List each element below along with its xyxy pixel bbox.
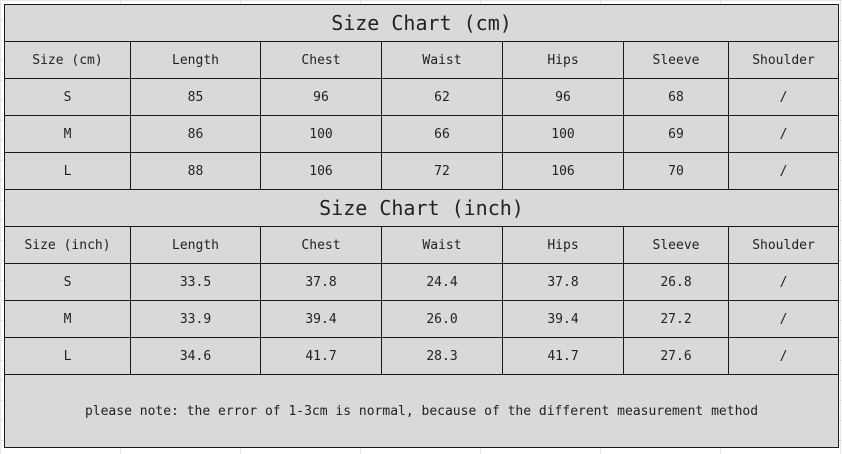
table-cell[interactable]: 106 [260,152,382,190]
table-cell[interactable]: S [4,263,131,301]
table-cell[interactable]: / [728,152,839,190]
table-cell[interactable]: 33.9 [130,300,261,338]
table-cell[interactable]: 39.4 [260,300,382,338]
table-cell[interactable]: L [4,337,131,375]
inch-table-title-row: Size Chart (inch) [4,189,839,227]
measurement-note[interactable]: please note: the error of 1-3cm is norma… [4,374,839,448]
header-cell[interactable]: Size (inch) [4,226,131,264]
table-cell[interactable]: L [4,152,131,190]
table-cell[interactable]: 86 [130,115,261,153]
header-cell[interactable]: Hips [502,41,624,79]
table-cell[interactable]: 100 [260,115,382,153]
inch-table-title[interactable]: Size Chart (inch) [4,189,839,227]
table-cell[interactable]: 24.4 [381,263,503,301]
table-cell[interactable]: 41.7 [502,337,624,375]
table-cell[interactable]: 88 [130,152,261,190]
header-cell[interactable]: Sleeve [623,41,729,79]
table-cell[interactable]: 100 [502,115,624,153]
header-cell[interactable]: Chest [260,226,382,264]
table-cell[interactable]: 39.4 [502,300,624,338]
table-cell[interactable]: 27.2 [623,300,729,338]
size-chart-table: Size Chart (cm) Size (cm) Length Chest Waist… [4,4,839,448]
table-row: M 86 100 66 100 69/ [4,115,839,153]
table-cell[interactable]: 37.8 [260,263,382,301]
table-cell[interactable]: 66 [381,115,503,153]
table-cell[interactable]: 85 [130,78,261,116]
table-cell[interactable]: 62 [381,78,503,116]
table-cell[interactable]: 27.6 [623,337,729,375]
table-row: S 33.5 37.8 24.4 37.8 26.8/ [4,263,839,301]
header-row: Size (cm) Length Chest Waist Hips Sleeve Shoul… [4,41,839,79]
table-cell[interactable]: 69 [623,115,729,153]
cm-table-title[interactable]: Size Chart (cm) [4,4,839,42]
table-cell[interactable]: 41.7 [260,337,382,375]
note-row: please note: the error of 1-3cm is norma… [4,374,839,448]
header-cell[interactable]: Hips [502,226,624,264]
table-cell[interactable]: S [4,78,131,116]
header-cell[interactable]: Shoulder [728,41,839,79]
table-cell[interactable]: 26.0 [381,300,503,338]
table-cell[interactable]: M [4,300,131,338]
table-cell[interactable]: M [4,115,131,153]
table-cell[interactable]: 106 [502,152,624,190]
header-cell[interactable]: Size (cm) [4,41,131,79]
table-cell[interactable]: 28.3 [381,337,503,375]
header-cell[interactable]: Chest [260,41,382,79]
cm-table-title-row: Size Chart (cm) [4,4,839,42]
table-row: L 34.6 41.7 28.3 41.7 27.6/ [4,337,839,375]
table-cell[interactable]: 72 [381,152,503,190]
table-cell[interactable]: 37.8 [502,263,624,301]
table-row: S 85 96 62 96 68/ [4,78,839,116]
table-row: M 33.9 39.4 26.0 39.4 27.2/ [4,300,839,338]
table-row: L 88 106 72 106 70/ [4,152,839,190]
header-cell[interactable]: Waist [381,41,503,79]
table-cell[interactable]: 96 [502,78,624,116]
table-cell[interactable]: 96 [260,78,382,116]
table-cell[interactable]: 33.5 [130,263,261,301]
table-cell[interactable]: / [728,300,839,338]
table-cell[interactable]: / [728,78,839,116]
header-cell[interactable]: Shoulder [728,226,839,264]
table-cell[interactable]: 68 [623,78,729,116]
table-cell[interactable]: / [728,337,839,375]
header-cell[interactable]: Waist [381,226,503,264]
table-cell[interactable]: / [728,115,839,153]
table-cell[interactable]: 34.6 [130,337,261,375]
header-row: Size (inch) Length Chest Waist Hips Sleeve Sho… [4,226,839,264]
table-cell[interactable]: 26.8 [623,263,729,301]
header-cell[interactable]: Sleeve [623,226,729,264]
table-cell[interactable]: / [728,263,839,301]
table-cell[interactable]: 70 [623,152,729,190]
header-cell[interactable]: Length [130,226,261,264]
header-cell[interactable]: Length [130,41,261,79]
